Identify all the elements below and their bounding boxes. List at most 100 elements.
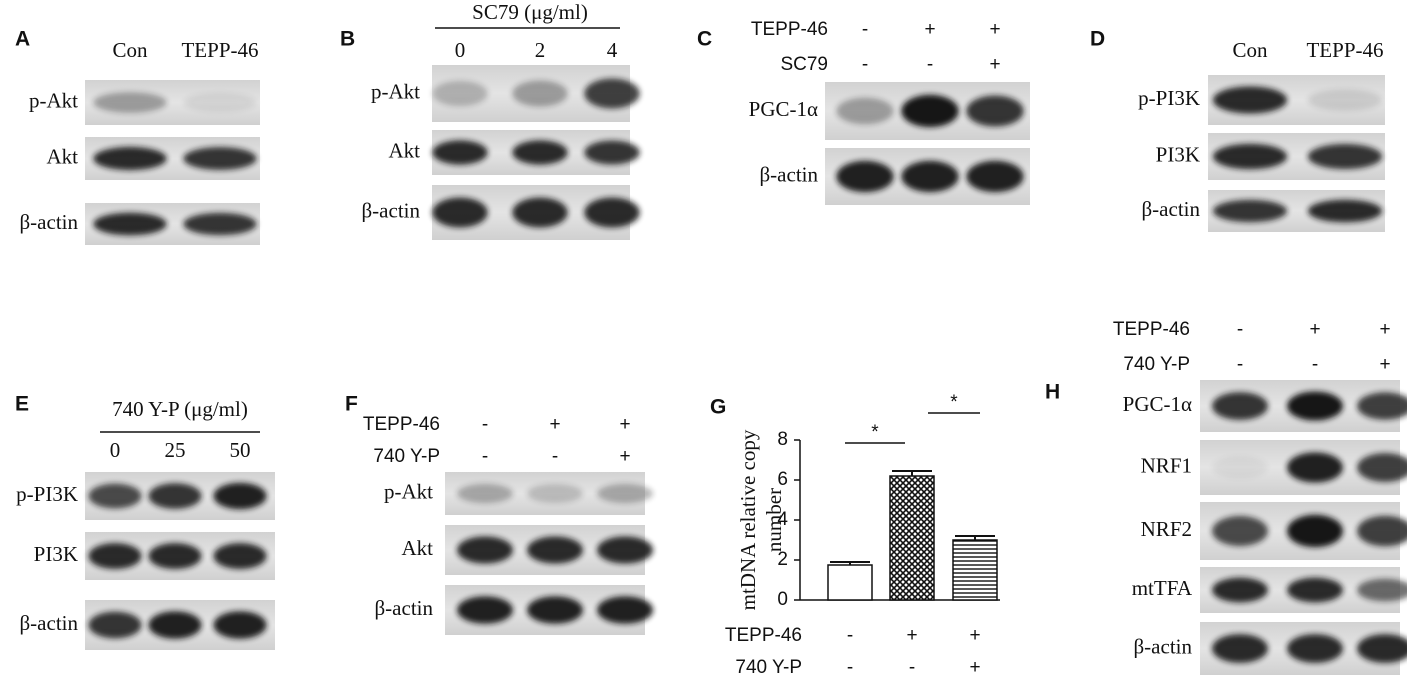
blot-band [901, 94, 959, 128]
blot-band [1287, 577, 1343, 603]
treatment-sign: + [989, 19, 1000, 40]
treatment-sign: + [1379, 354, 1390, 375]
panel-letter: H [1045, 381, 1060, 404]
y-tick-label: 4 [777, 509, 788, 530]
lane-label: 0 [110, 438, 121, 462]
blot-band [527, 596, 583, 624]
blot-band [584, 197, 640, 228]
lane-label: 0 [455, 38, 466, 62]
blot-band [432, 197, 488, 228]
blot-panel: A Con TEPP-46 p-Akt Akt β-actin [15, 28, 260, 245]
blot-band [597, 596, 653, 624]
protein-label: Akt [402, 536, 434, 560]
treatment-label: TEPP-46 [751, 19, 828, 40]
panel-letter: E [15, 393, 29, 416]
bar [889, 475, 935, 601]
y-axis-label-line: number [762, 488, 786, 552]
blot-panel: E 740 Y-P (μg/ml) 0 25 50 p-PI3K PI3K β-actin [15, 393, 275, 650]
lane-label: TEPP-46 [181, 38, 258, 62]
blot-band [457, 483, 513, 504]
blot-band [183, 93, 257, 112]
blot-band [93, 212, 167, 236]
blot-band [584, 78, 640, 109]
blot-panel: B SC79 (μg/ml)0 2 4 p-Akt Akt β-actin [340, 0, 640, 240]
blot-band [432, 80, 488, 107]
panel-letter: B [340, 28, 355, 51]
blot-band [1212, 143, 1288, 170]
protein-label: p-Akt [371, 79, 420, 103]
protein-label: NRF2 [1141, 517, 1192, 541]
protein-label: β-actin [375, 596, 434, 620]
blot-band [836, 97, 894, 125]
protein-label: β-actin [20, 210, 79, 234]
treatment-sign: - [1312, 354, 1318, 375]
treatment-sign: - [862, 54, 868, 75]
blot-band [512, 80, 568, 107]
bar [952, 539, 998, 601]
treatment-sign: - [482, 414, 488, 435]
treatment-sign: + [924, 19, 935, 40]
blot-band [213, 611, 267, 639]
protein-label: PI3K [1156, 142, 1200, 166]
blot-panel: H TEPP-46 - + +740 Y-P - - + PGC-1α NRF1 NRF2 mtTFA… [1045, 319, 1407, 675]
blot-band [88, 542, 142, 570]
blot-band [1307, 143, 1383, 170]
blot-band [1212, 392, 1268, 420]
treatment-label: 740 Y-P [1123, 354, 1190, 375]
error-bar [830, 561, 870, 565]
treatment-label: TEPP-46 [363, 414, 440, 435]
blot-band [88, 611, 142, 639]
protein-label: PGC-1α [749, 97, 818, 121]
blot-band [1287, 452, 1343, 483]
error-bar [955, 535, 995, 540]
lane-label: Con [1232, 38, 1268, 62]
lane-label: Con [112, 38, 148, 62]
blot-band [1212, 199, 1288, 223]
panel-letter: F [345, 393, 358, 416]
y-axis-label: mtDNA relative copynumber [736, 429, 786, 610]
blot-band [512, 197, 568, 228]
blot-band [183, 212, 257, 236]
treatment-sign: + [989, 54, 1000, 75]
protein-label: p-Akt [384, 479, 433, 503]
treatment-sign: - [862, 19, 868, 40]
blot-band [966, 160, 1024, 193]
blot-band [93, 92, 167, 113]
y-tick-label: 0 [777, 589, 788, 610]
treatment-sign: + [906, 625, 917, 646]
blot-band [213, 482, 267, 510]
treatment-sign: - [909, 657, 915, 678]
blot-band [1212, 577, 1268, 603]
y-tick-label: 8 [777, 429, 788, 450]
protein-label: β-actin [362, 198, 421, 222]
blot-band [148, 611, 202, 639]
panel-letter: G [710, 396, 726, 419]
protein-label: PI3K [34, 542, 78, 566]
lane-label: 50 [230, 438, 251, 462]
significance-label: * [950, 392, 958, 413]
lane-label: 2 [535, 38, 546, 62]
treatment-sign: + [619, 446, 630, 467]
lane-label: 25 [165, 438, 186, 462]
blot-band [183, 146, 257, 171]
protein-label: NRF1 [1141, 453, 1192, 477]
protein-label: Akt [47, 144, 79, 168]
treatment-sign: - [482, 446, 488, 467]
treatment-sign: - [1237, 354, 1243, 375]
blot-band [93, 146, 167, 171]
y-tick-label: 6 [777, 469, 788, 490]
treatment-sign: + [969, 625, 980, 646]
treatment-sign: + [1309, 319, 1320, 340]
protein-label: mtTFA [1132, 576, 1193, 600]
treatment-label: SC79 [780, 54, 828, 75]
blot-panel: C TEPP-46 - + + SC79 - - + PGC-1α β-actin [697, 19, 1030, 205]
panel-letter: A [15, 28, 30, 51]
blot-band [1307, 199, 1383, 223]
panel-letter: C [697, 28, 712, 51]
treatment-label: 740 Y-P [735, 657, 802, 678]
blot-band [901, 160, 959, 193]
protein-label: PGC-1α [1123, 392, 1192, 416]
